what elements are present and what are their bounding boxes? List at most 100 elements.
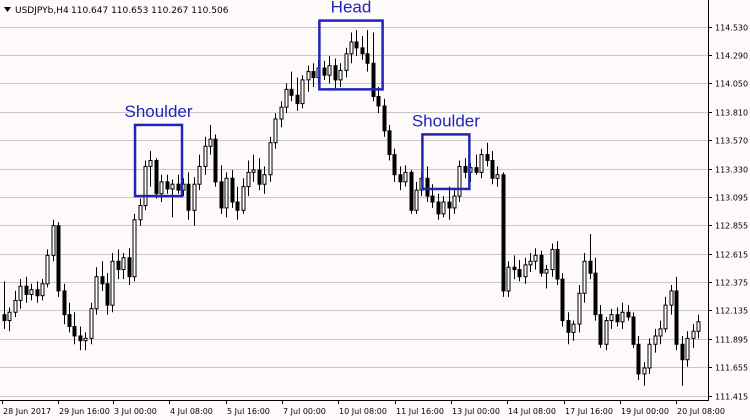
bearish-candle-body — [105, 283, 110, 306]
annotation-label: Head — [331, 0, 372, 17]
y-tick-label: 114.050 — [715, 80, 748, 89]
x-tick-label: 17 Jul 16:00 — [565, 407, 613, 416]
candle — [94, 267, 99, 315]
candle — [349, 32, 354, 64]
bullish-candle-body — [94, 276, 99, 310]
bullish-candle-body — [441, 201, 446, 215]
candle — [186, 172, 191, 220]
dropdown-triangle-icon[interactable] — [4, 7, 11, 12]
candle — [593, 257, 598, 321]
bullish-candle-body — [132, 219, 137, 278]
candle — [501, 172, 506, 297]
bearish-candle-body — [382, 105, 387, 132]
candle — [533, 248, 538, 270]
candles-layer — [2, 30, 701, 386]
y-tick-label: 114.530 — [715, 24, 748, 33]
bullish-candle-body — [457, 165, 462, 197]
bullish-candle-body — [642, 367, 647, 375]
candle — [560, 273, 565, 327]
bearish-candle-body — [398, 174, 403, 183]
bullish-candle-body — [663, 304, 668, 330]
bullish-candle-body — [7, 311, 12, 322]
bearish-candle-body — [447, 201, 452, 209]
candle — [213, 134, 218, 187]
candle — [414, 181, 419, 214]
bearish-candle-body — [219, 181, 224, 209]
bullish-candle-body — [533, 254, 538, 262]
candle — [457, 160, 462, 202]
candle — [474, 154, 479, 175]
bullish-candle-body — [121, 257, 126, 271]
bearish-candle-body — [555, 248, 560, 280]
bearish-candle-body — [56, 225, 61, 292]
bullish-candle-body — [327, 65, 332, 76]
bullish-candle-body — [696, 321, 701, 332]
bullish-candle-body — [550, 248, 555, 271]
candle — [18, 279, 23, 309]
candle — [13, 290, 18, 318]
bearish-candle-body — [463, 165, 468, 173]
bullish-candle-body — [344, 53, 349, 71]
bullish-candle-body — [138, 205, 143, 221]
candle — [127, 248, 132, 285]
bullish-candle-body — [685, 337, 690, 361]
bullish-candle-body — [403, 171, 408, 183]
annotations-layer: Shoulder Head Shoulder — [124, 0, 480, 198]
bearish-candle-body — [176, 183, 181, 191]
bearish-candle-body — [354, 41, 359, 49]
bullish-candle-body — [523, 264, 528, 278]
bullish-candle-body — [669, 290, 674, 306]
bearish-candle-body — [360, 47, 365, 55]
candle — [105, 273, 110, 315]
candle — [691, 324, 696, 348]
candle — [159, 174, 164, 202]
candle — [268, 136, 273, 182]
bearish-candle-body — [311, 71, 316, 79]
bullish-candle-body — [45, 254, 50, 285]
candle — [555, 241, 560, 285]
bullish-candle-body — [273, 118, 278, 144]
candle — [441, 196, 446, 218]
bullish-candle-body — [414, 189, 419, 211]
x-tick-label: 11 Jul 16:00 — [396, 407, 444, 416]
bullish-candle-body — [479, 154, 484, 173]
candle — [273, 113, 278, 149]
bearish-candle-body — [392, 154, 397, 176]
candle — [62, 283, 67, 325]
bearish-candle-body — [539, 254, 544, 274]
candle — [110, 252, 115, 313]
candle — [121, 252, 126, 280]
candle — [696, 314, 701, 339]
pattern-annotation: Shoulder — [412, 111, 480, 191]
bearish-candle-body — [100, 276, 105, 285]
candle — [327, 56, 332, 84]
bearish-candle-body — [186, 183, 191, 211]
bullish-candle-body — [647, 343, 652, 369]
candle — [143, 160, 148, 211]
y-tick-label: 113.095 — [715, 194, 748, 203]
candle — [642, 362, 647, 386]
bullish-candle-body — [208, 138, 213, 147]
x-tick-label: 7 Jul 00:00 — [283, 407, 326, 416]
bullish-candle-body — [203, 145, 208, 167]
bearish-candle-body — [35, 289, 40, 297]
candle — [647, 338, 652, 374]
bearish-candle-body — [72, 325, 77, 337]
y-tick-label: 111.655 — [715, 364, 748, 373]
candle — [197, 154, 202, 191]
bearish-candle-body — [566, 320, 571, 333]
candle — [257, 158, 262, 191]
bullish-candle-body — [13, 299, 18, 313]
y-tick-label: 113.330 — [715, 166, 748, 175]
bullish-candle-body — [18, 285, 23, 301]
bearish-candle-body — [490, 160, 495, 179]
bearish-candle-body — [295, 94, 300, 105]
bullish-candle-body — [40, 283, 45, 297]
candle — [463, 158, 468, 179]
bullish-candle-body — [241, 186, 246, 211]
bearish-candle-body — [165, 181, 170, 190]
candle — [72, 312, 77, 345]
bullish-candle-body — [148, 160, 153, 167]
bearish-candle-body — [598, 314, 603, 345]
symbol-label: USDJPYb,H4 — [15, 6, 69, 16]
